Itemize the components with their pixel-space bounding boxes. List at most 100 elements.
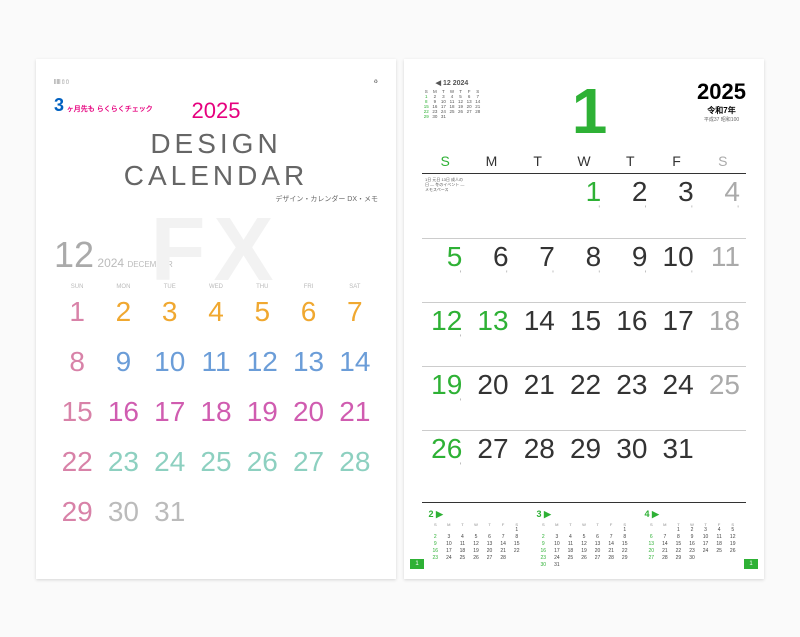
mini-cell <box>473 114 482 119</box>
cover-day-cell: 2 <box>100 296 146 328</box>
main-calendar-grid: 1日 元日 13日 成人の日 — 冬のイベント — メモスペース 1'2'3'4'… <box>422 174 746 494</box>
main-day-cell: 28 <box>515 431 561 465</box>
cover-day-cell: 21 <box>332 396 378 428</box>
cover-day-cell: 19 <box>239 396 285 428</box>
main-day-cell: 20 <box>468 367 514 401</box>
mini-cell: 29 <box>422 114 431 119</box>
cover-dow-cell: THU <box>239 284 285 290</box>
cover-day-cell: 24 <box>147 446 193 478</box>
cover-dow-cell: FRI <box>285 284 331 290</box>
cover-day-cell: 25 <box>193 446 239 478</box>
cover-day-cell: 11 <box>193 346 239 378</box>
main-day-cell: 13 <box>468 303 514 337</box>
cover-day-cell <box>285 496 331 528</box>
cover-day-cell <box>239 496 285 528</box>
cover-day-cell: 13 <box>285 346 331 378</box>
cover-day-cell: 6 <box>285 296 331 328</box>
mini-cell: 30 <box>431 114 440 119</box>
prev-month-mini: ◀ 12 2024 SMTWTFS12345678910111213141516… <box>422 79 482 119</box>
main-dow-cell: W <box>561 153 607 169</box>
badge-num: 3 <box>54 95 64 115</box>
main-day-cell: 23 <box>607 367 653 401</box>
cover-day-cell: 14 <box>332 346 378 378</box>
main-dow-cell: F <box>653 153 699 169</box>
main-day-cell: 15 <box>561 303 607 337</box>
main-day-cell <box>515 174 561 176</box>
main-day-cell: 8' <box>561 239 607 273</box>
main-day-cell: 31 <box>653 431 699 465</box>
main-day-cell <box>700 431 746 433</box>
main-day-cell: 11 <box>700 239 746 273</box>
main-day-cell: 16 <box>607 303 653 337</box>
mini-cell <box>456 114 465 119</box>
cover-day-cell: 28 <box>332 446 378 478</box>
main-day-cell: 5' <box>422 239 468 273</box>
next-month-mini: 2 ▶SMTWTFS123456789101112131415161718192… <box>429 509 524 568</box>
main-dow-cell: T <box>515 153 561 169</box>
main-day-cell: 19' <box>422 367 468 401</box>
main-day-cell: 14 <box>515 303 561 337</box>
main-day-cell: 17 <box>653 303 699 337</box>
main-day-cell: 27 <box>468 431 514 465</box>
cover-day-cell: 12 <box>239 346 285 378</box>
cover-day-cell: 10 <box>147 346 193 378</box>
next-month-mini: 3 ▶SMTWTFS123456789101112131415161718192… <box>537 509 632 568</box>
cover-page: ||||| ▯ ▯♻ 3 ヶ月先も らくらくチェック 2025 DESIGN C… <box>36 59 396 579</box>
cover-day-cell: 1 <box>54 296 100 328</box>
main-day-cell: 2' <box>607 174 653 208</box>
badge-txt: ヶ月先も らくらくチェック <box>67 106 153 113</box>
cover-day-cell: 16 <box>100 396 146 428</box>
cover-day-cell: 26 <box>239 446 285 478</box>
main-day-cell <box>468 174 514 176</box>
cover-title: DESIGN CALENDAR <box>54 128 378 192</box>
main-day-cell: 25 <box>700 367 746 401</box>
cover-day-cell <box>193 496 239 528</box>
cover-dow-cell: TUE <box>147 284 193 290</box>
info-block: 1日 元日 13日 成人の日 — 冬のイベント — メモスペース <box>422 174 468 196</box>
main-day-cell: 18 <box>700 303 746 337</box>
cover-dow-cell: MON <box>100 284 146 290</box>
main-day-cell: 6' <box>468 239 514 273</box>
cover-day-cell: 8 <box>54 346 100 378</box>
main-day-cell: 9' <box>607 239 653 273</box>
main-dow-cell: M <box>468 153 514 169</box>
cover-day-cell: 3 <box>147 296 193 328</box>
cover-day-cell: 29 <box>54 496 100 528</box>
cover-day-cell: 7 <box>332 296 378 328</box>
cover-day-cell: 22 <box>54 446 100 478</box>
cover-day-cell: 5 <box>239 296 285 328</box>
next-month-mini: 4 ▶SMTWTFS123456789101112131415161718192… <box>645 509 740 568</box>
main-dow-header: SMTWTFS <box>422 153 746 174</box>
cover-day-cell: 15 <box>54 396 100 428</box>
cover-dow-cell: SUN <box>54 284 100 290</box>
main-day-cell: 4' <box>700 174 746 208</box>
main-day-cell: 3' <box>653 174 699 208</box>
main-day-cell: 1' <box>561 174 607 208</box>
main-day-cell: 12' <box>422 303 468 337</box>
main-dow-cell: S <box>700 153 746 169</box>
mini-cell <box>448 114 457 119</box>
main-day-cell: 30 <box>607 431 653 465</box>
mini-cell: 31 <box>439 114 448 119</box>
cover-day-cell: 9 <box>100 346 146 378</box>
cover-day-cell: 4 <box>193 296 239 328</box>
main-dow-cell: S <box>422 153 468 169</box>
cover-day-cell: 27 <box>285 446 331 478</box>
corner-tab-right: 1 <box>744 559 758 569</box>
cover-day-cell: 23 <box>100 446 146 478</box>
corner-tab-left: 1 <box>410 559 424 569</box>
main-day-cell: 10' <box>653 239 699 273</box>
big-month-num: 1 <box>572 79 608 143</box>
cover-day-cell: 17 <box>147 396 193 428</box>
month-page: ◀ 12 2024 SMTWTFS12345678910111213141516… <box>404 59 764 579</box>
main-day-cell: 7' <box>515 239 561 273</box>
main-day-cell: 29 <box>561 431 607 465</box>
cover-dow-cell: SAT <box>332 284 378 290</box>
cover-day-cell: 30 <box>100 496 146 528</box>
main-day-cell: 22 <box>561 367 607 401</box>
main-day-cell: 24 <box>653 367 699 401</box>
next-months-row: 2 ▶SMTWTFS123456789101112131415161718192… <box>422 502 746 568</box>
cover-day-cell: 18 <box>193 396 239 428</box>
main-day-cell: 21 <box>515 367 561 401</box>
cover-day-cell: 20 <box>285 396 331 428</box>
